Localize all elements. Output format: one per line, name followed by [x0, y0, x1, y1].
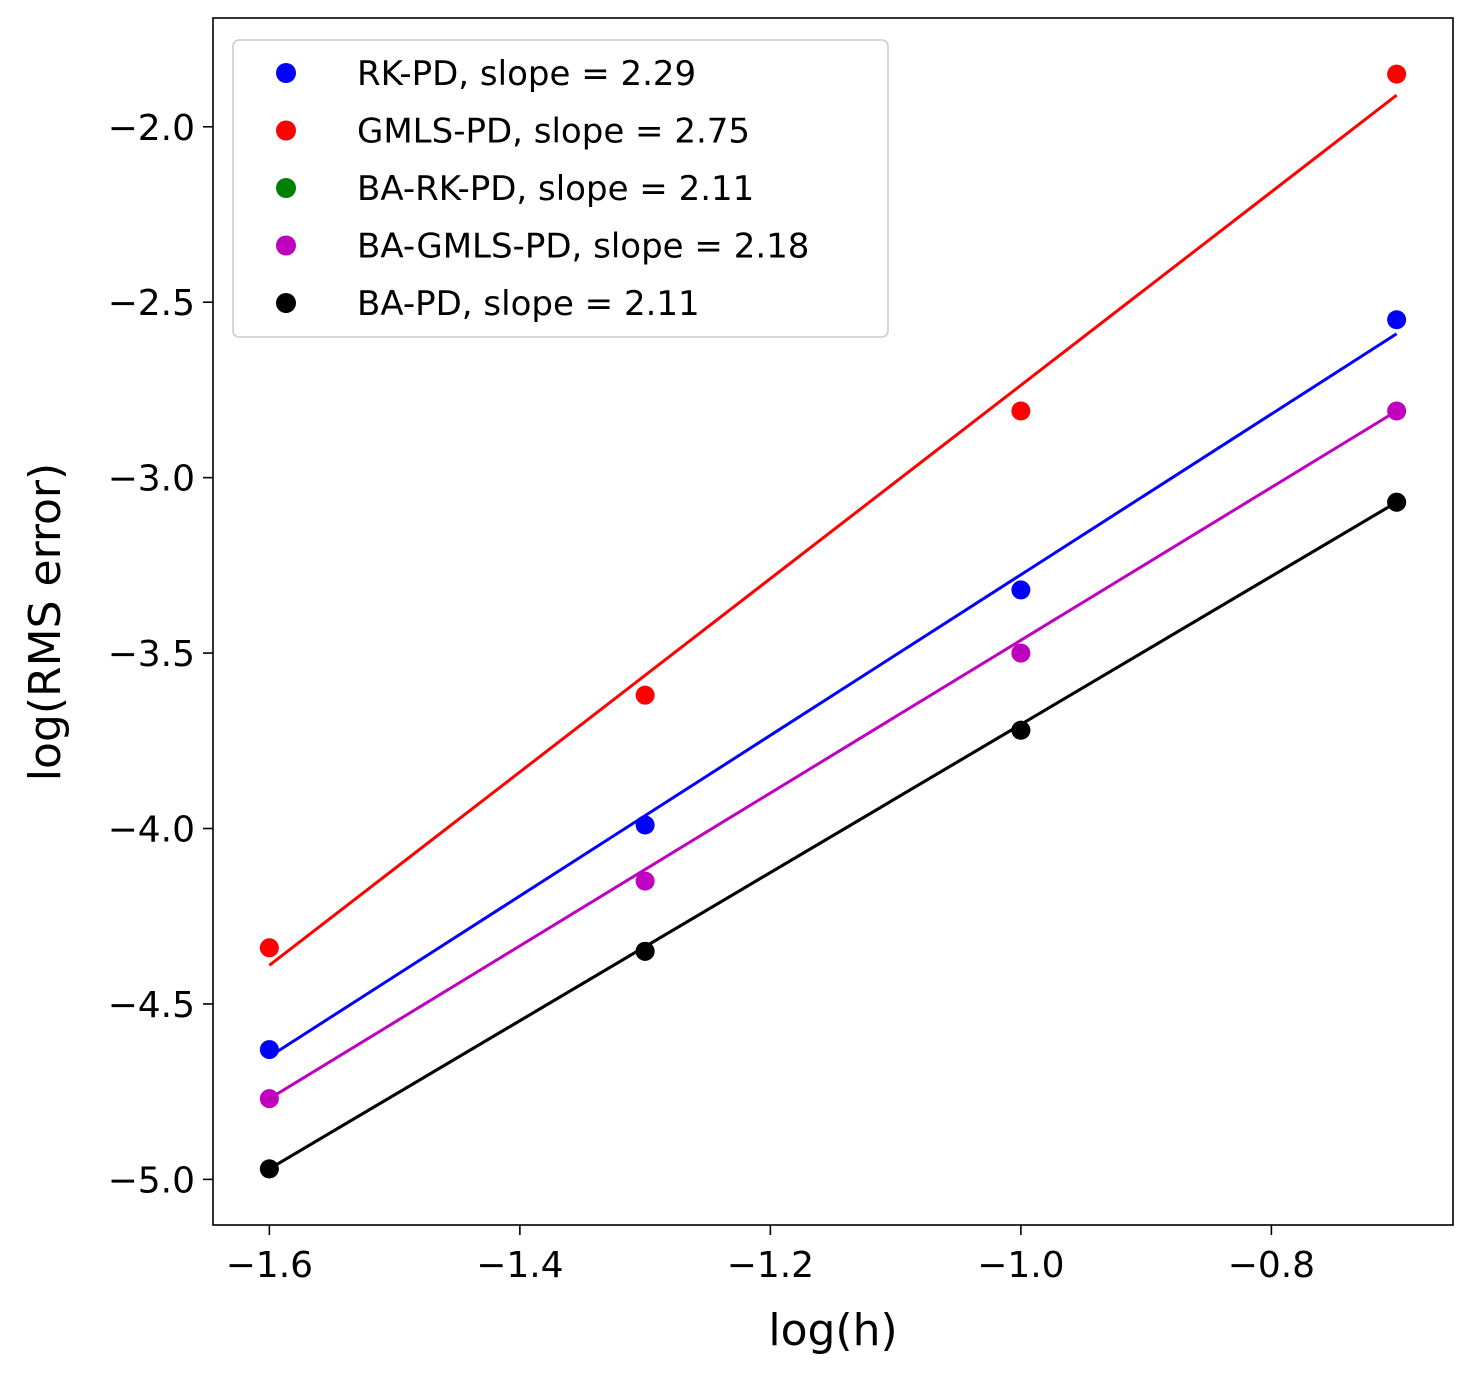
legend-marker: [276, 120, 296, 141]
x-tick-label: −1.0: [977, 1245, 1064, 1286]
legend-marker: [276, 235, 296, 256]
legend-label: BA-RK-PD, slope = 2.11: [357, 169, 754, 209]
rk-pd-fit-line: [268, 332, 1398, 1058]
legend-marker: [276, 63, 296, 83]
data-points: [259, 64, 1407, 1179]
legend-item-ba-rk-pd: BA-RK-PD, slope = 2.11: [276, 169, 754, 209]
legend-item-rk-pd: RK-PD, slope = 2.29: [276, 54, 696, 94]
x-axis-label: log(h): [768, 1305, 897, 1356]
ba-pd-point: [259, 1159, 279, 1179]
x-tick-label: −1.4: [476, 1245, 563, 1286]
legend-item-gmls-pd: GMLS-PD, slope = 2.75: [276, 112, 750, 152]
y-axis: −5.0 −4.5 −4.0 −3.5 −3.0 −2.5 −2.0: [108, 108, 213, 1201]
x-tick-label: −0.8: [1228, 1245, 1315, 1286]
gmls-pd-point: [259, 938, 279, 958]
legend-label: BA-GMLS-PD, slope = 2.18: [357, 227, 809, 267]
gmls-pd-point: [1387, 64, 1407, 84]
legend-label: GMLS-PD, slope = 2.75: [357, 112, 750, 152]
legend-label: RK-PD, slope = 2.29: [357, 54, 696, 94]
gmls-pd-fit-line: [268, 94, 1398, 967]
ba-pd-fit-line: [268, 500, 1398, 1171]
ba-gmls-pd-fit-line: [268, 409, 1398, 1100]
plot-frame: [212, 17, 1454, 1226]
x-tick-label: −1.6: [226, 1245, 313, 1286]
ba-gmls-pd-point: [1387, 401, 1407, 421]
ba-gmls-pd-point: [259, 1089, 279, 1109]
y-tick-label: −3.0: [108, 459, 195, 500]
ba-pd-point: [1387, 492, 1407, 512]
y-tick-label: −2.0: [108, 108, 195, 149]
ba-pd-point: [1011, 720, 1031, 740]
ba-gmls-pd-point: [1011, 643, 1031, 663]
y-tick-label: −3.5: [108, 634, 195, 675]
x-tick-label: −1.2: [727, 1245, 814, 1286]
y-tick-label: −2.5: [108, 283, 195, 324]
legend-item-ba-gmls-pd: BA-GMLS-PD, slope = 2.18: [276, 227, 809, 267]
legend-marker: [276, 293, 296, 313]
legend-box: [232, 39, 889, 338]
legend-items: RK-PD, slope = 2.29 GMLS-PD, slope = 2.75…: [276, 54, 809, 324]
y-axis-label: log(RMS error): [20, 463, 71, 781]
y-tick-label: −4.0: [108, 810, 195, 851]
rk-pd-point: [1387, 310, 1407, 330]
legend-item-ba-pd: BA-PD, slope = 2.11: [276, 284, 700, 324]
gmls-pd-point: [635, 685, 655, 705]
y-tick-label: −5.0: [108, 1160, 195, 1201]
fit-lines: [268, 94, 1398, 1171]
legend: RK-PD, slope = 2.29 GMLS-PD, slope = 2.75…: [232, 39, 889, 338]
gmls-pd-point: [1011, 401, 1031, 421]
ba-pd-point: [635, 941, 655, 961]
y-tick-label: −4.5: [108, 985, 195, 1026]
ba-gmls-pd-point: [635, 871, 655, 891]
x-axis: −1.6 −1.4 −1.2 −1.0 −0.8: [226, 1225, 1315, 1286]
legend-label: BA-PD, slope = 2.11: [357, 284, 700, 324]
rk-pd-point: [1011, 580, 1031, 600]
rk-pd-point: [259, 1040, 279, 1060]
legend-marker: [276, 178, 296, 198]
rk-pd-point: [635, 815, 655, 835]
